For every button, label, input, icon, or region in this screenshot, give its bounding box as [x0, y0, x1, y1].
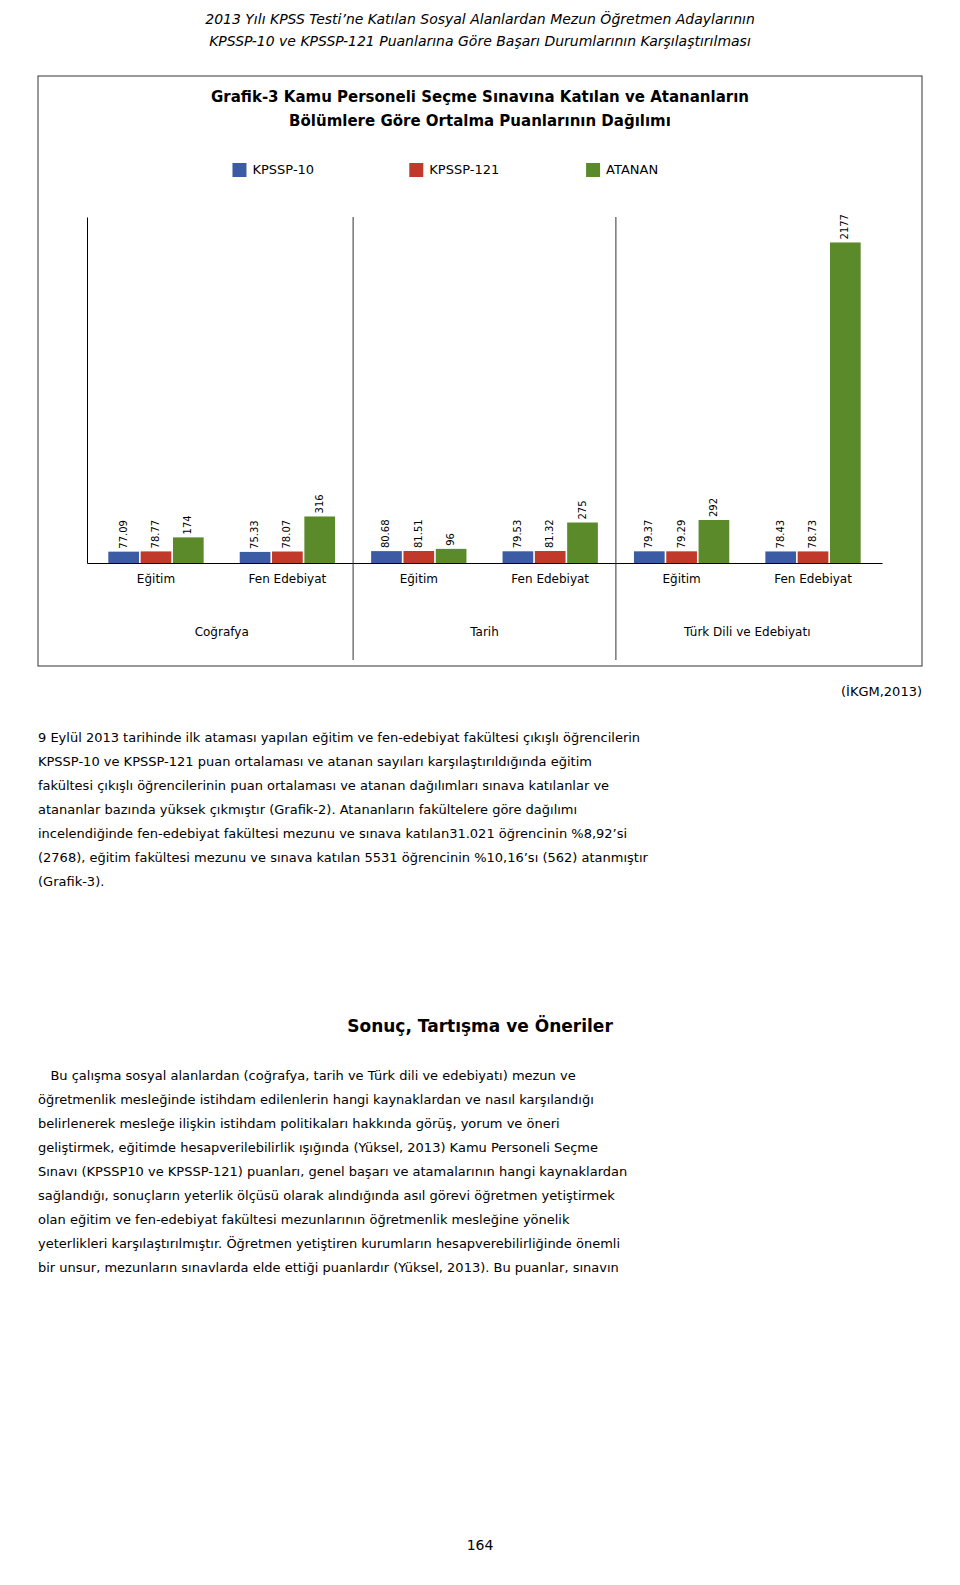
body-line: 9 Eylül 2013 tarihinde ilk ataması yapıl…: [38, 730, 640, 745]
bar: [371, 551, 402, 563]
section-label: Tarih: [469, 625, 499, 639]
data-label: 292: [708, 498, 719, 517]
data-label: 96: [445, 533, 456, 546]
legend-swatch: [232, 163, 246, 177]
bar: [567, 523, 598, 563]
bar: [699, 520, 730, 563]
body-line: KPSSP-10 ve KPSSP-121 puan ortalaması ve…: [38, 754, 592, 769]
x-tick-label: Eğitim: [662, 572, 700, 586]
data-label: 75.33: [249, 520, 260, 549]
data-label: 2177: [839, 214, 850, 239]
data-label: 174: [182, 515, 193, 534]
body-line: sağlandığı, sonuçların yeterlik ölçüsü o…: [38, 1188, 615, 1203]
page-header: KPSSP-10 ve KPSSP-121 Puanlarına Göre Ba…: [209, 33, 751, 49]
body-line: Bu çalışma sosyal alanlardan (coğrafya, …: [38, 1068, 576, 1083]
chart-title: Bölümlere Göre Ortalma Puanlarının Dağıl…: [289, 112, 671, 130]
x-tick-label: Eğitim: [137, 572, 175, 586]
bar: [141, 551, 172, 563]
legend-label: KPSSP-121: [429, 162, 499, 177]
bar: [830, 242, 861, 563]
data-label: 80.68: [380, 519, 391, 548]
section-divider: [615, 217, 616, 660]
section-divider: [353, 217, 354, 660]
legend-label: ATANAN: [606, 162, 658, 177]
data-label: 81.32: [544, 519, 555, 548]
bar: [634, 551, 665, 563]
body-line: öğretmenlik mesleğinde istihdam edilenle…: [38, 1092, 594, 1107]
section-label: Coğrafya: [195, 625, 249, 639]
data-label: 78.43: [775, 520, 786, 549]
data-label: 275: [577, 500, 588, 519]
source-note: (İKGM,2013): [841, 684, 922, 699]
body-line: yeterlikleri karşılaştırılmıştır. Öğretm…: [38, 1235, 620, 1251]
bar: [666, 551, 697, 563]
body-line: atananlar bazında yüksek çıkmıştır (Graf…: [38, 802, 577, 817]
x-tick: Eğitim: [400, 572, 438, 586]
body-line: geliştirmek, eğitimde hesapverilebilirli…: [38, 1140, 598, 1155]
data-label: 79.29: [676, 520, 687, 549]
bar: [535, 551, 566, 563]
page-header: 2013 Yılı KPSS Testi’ne Katılan Sosyal A…: [205, 10, 755, 27]
chart-frame: [38, 76, 922, 666]
data-label: 77.09: [118, 520, 129, 549]
section-title: Sonuç, Tartışma ve Öneriler: [347, 1015, 613, 1036]
x-axis: Eğitim Fen Edebiyat Eğitim Fen Edebiyat Eğit…: [88, 564, 883, 586]
y-axis-line: [87, 218, 88, 564]
body-line: fakültesi çıkışlı öğrencilerinin puan or…: [38, 778, 609, 793]
x-axis-line: [88, 563, 883, 564]
page-number: 164: [467, 1537, 494, 1553]
bar: [108, 552, 139, 563]
x-tick: Fen Edebiyat: [774, 572, 852, 586]
bar: [272, 552, 303, 563]
bar: [436, 549, 467, 563]
legend-swatch: [586, 163, 600, 177]
bars: [108, 242, 860, 563]
body-line: incelendiğinde fen-edebiyat fakültesi me…: [38, 826, 627, 841]
data-label: 81.51: [413, 519, 424, 548]
body-line: bir unsur, mezunların sınavlarda elde et…: [38, 1260, 619, 1275]
data-label: 78.07: [281, 520, 292, 549]
y-axis: [87, 218, 88, 564]
bar: [304, 516, 335, 563]
x-tick-label: Eğitim: [400, 572, 438, 586]
data-label: 78.77: [150, 520, 161, 549]
bar: [173, 537, 204, 563]
legend-label: KPSSP-10: [252, 162, 314, 177]
bar: [765, 551, 796, 563]
x-tick: Eğitim: [137, 572, 175, 586]
body-line: belirlenerek mesleğe ilişkin istihdam po…: [38, 1116, 560, 1131]
body-line: (2768), eğitim fakültesi mezunu ve sınav…: [38, 850, 648, 865]
body-line: olan eğitim ve fen-edebiyat fakültesi me…: [38, 1212, 570, 1227]
data-labels: 77.09 75.33 80.68 79.53 79.37 78.43 78.77 78.07…: [118, 214, 851, 549]
data-label: 79.37: [643, 520, 654, 549]
legend-swatch: [409, 163, 423, 177]
chart-title: Grafik-3 Kamu Personeli Seçme Sınavına K…: [211, 88, 749, 106]
data-label: 316: [314, 494, 325, 513]
data-label: 79.53: [512, 520, 523, 549]
bar: [503, 551, 534, 563]
x-tick: Fen Edebiyat: [511, 572, 589, 586]
bar: [240, 552, 271, 563]
legend: KPSSP-10 KPSSP-121 ATANAN: [232, 162, 658, 178]
data-label: 78.73: [807, 520, 818, 549]
x-tick-label: Fen Edebiyat: [511, 572, 589, 586]
x-tick-label: Fen Edebiyat: [774, 572, 852, 586]
bar: [798, 551, 829, 563]
page: 2013 Yılı KPSS Testi’ne Katılan Sosyal A…: [0, 0, 960, 1585]
body-line: (Grafik-3).: [38, 874, 104, 889]
body-line: Sınavı (KPSSP10 ve KPSSP-121) puanları, …: [38, 1164, 627, 1179]
section-label: Türk Dili ve Edebiyatı: [683, 625, 810, 639]
x-tick: Eğitim: [662, 572, 700, 586]
x-tick-label: Fen Edebiyat: [249, 572, 327, 586]
bar: [403, 551, 434, 563]
x-tick: Fen Edebiyat: [249, 572, 327, 586]
